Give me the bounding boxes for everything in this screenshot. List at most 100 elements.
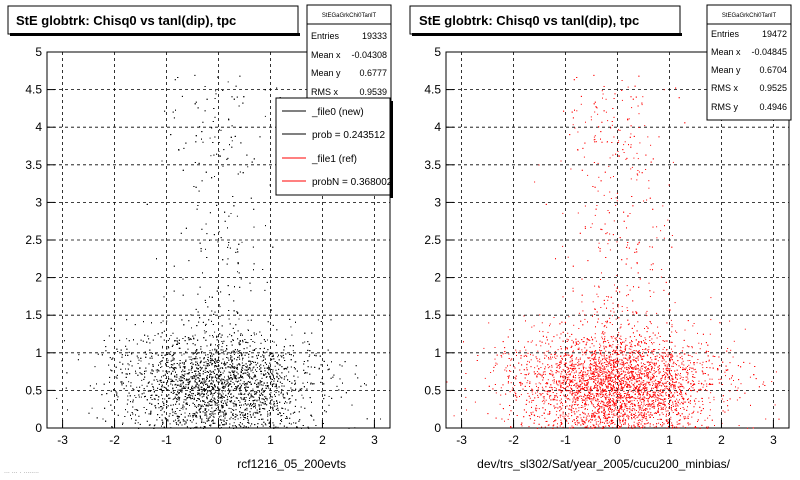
left-data-point: [220, 291, 222, 293]
left-data-point: [248, 394, 249, 396]
left-data-point: [233, 409, 235, 411]
left-data-point: [288, 371, 290, 373]
left-data-point: [263, 356, 265, 358]
left-data-point: [271, 373, 273, 375]
left-data-point: [204, 367, 206, 369]
left-data-point: [150, 412, 152, 414]
left-data-point: [294, 361, 296, 363]
left-data-point: [261, 360, 263, 362]
left-data-point: [214, 398, 216, 400]
left-data-point: [237, 349, 238, 351]
left-data-point: [266, 399, 268, 401]
left-data-point: [258, 396, 260, 398]
left-data-point: [247, 166, 249, 168]
left-data-point: [198, 384, 200, 386]
left-data-point: [182, 369, 184, 371]
left-data-point: [199, 379, 201, 381]
left-data-point: [164, 417, 166, 419]
left-data-point: [249, 368, 251, 370]
left-data-point: [264, 423, 266, 425]
left-data-point: [228, 318, 230, 320]
left-data-point: [226, 158, 228, 160]
left-data-point: [235, 367, 237, 369]
left-data-point: [176, 415, 178, 417]
left-data-point: [240, 353, 242, 355]
left-data-point: [129, 395, 131, 397]
left-data-point: [158, 383, 160, 385]
left-data-point: [211, 127, 213, 129]
left-data-point: [194, 103, 196, 105]
left-data-point: [127, 411, 129, 413]
left-data-point: [213, 154, 215, 156]
left-data-point: [209, 370, 211, 372]
left-data-point: [280, 392, 282, 394]
left-data-point: [205, 223, 207, 225]
left-data-point: [173, 265, 175, 267]
left-data-point: [209, 374, 211, 376]
left-data-point: [222, 385, 224, 387]
left-data-point: [277, 409, 279, 411]
left-data-point: [262, 391, 264, 393]
left-data-point: [321, 391, 323, 393]
left-data-point: [178, 384, 180, 386]
left-data-point: [211, 396, 213, 398]
left-data-point: [283, 385, 285, 387]
left-data-point: [196, 375, 198, 377]
left-data-point: [274, 378, 275, 380]
left-data-point: [253, 208, 255, 210]
left-data-point: [251, 161, 253, 163]
left-data-point: [236, 248, 238, 250]
left-data-point: [169, 423, 171, 425]
left-data-point: [195, 308, 197, 310]
left-data-point: [234, 377, 236, 379]
left-data-point: [263, 399, 265, 401]
left-data-point: [191, 421, 193, 423]
left-data-point: [320, 321, 322, 322]
left-data-point: [175, 379, 177, 381]
left-data-point: [253, 402, 255, 404]
left-data-point: [269, 388, 271, 390]
left-data-point: [230, 341, 232, 343]
left-data-point: [160, 363, 162, 365]
left-data-point: [285, 338, 287, 340]
left-data-point: [243, 381, 245, 383]
left-data-point: [136, 355, 138, 357]
left-data-point: [205, 367, 207, 369]
left-data-point: [301, 394, 303, 396]
left-data-point: [266, 385, 268, 387]
left-data-point: [269, 402, 271, 404]
left-data-point: [289, 318, 291, 320]
left-data-point: [208, 409, 210, 411]
left-data-point: [271, 372, 273, 374]
left-data-point: [197, 387, 199, 389]
left-data-point: [237, 356, 239, 358]
left-data-point: [182, 382, 184, 384]
left-data-point: [236, 371, 238, 373]
left-data-point: [205, 389, 207, 390]
left-data-point: [237, 271, 238, 273]
left-data-point: [162, 375, 164, 377]
left-data-point: [222, 372, 224, 374]
left-data-point: [203, 358, 205, 360]
left-data-point: [298, 420, 300, 422]
left-data-point: [205, 248, 206, 250]
left-data-point: [201, 389, 203, 391]
left-data-point: [206, 345, 208, 347]
left-data-point: [165, 334, 167, 336]
left-data-point: [186, 379, 188, 381]
left-data-point: [239, 383, 241, 385]
left-data-point: [140, 339, 142, 341]
left-data-point: [194, 427, 196, 429]
left-data-point: [232, 371, 234, 373]
left-data-point: [171, 355, 173, 357]
left-data-point: [249, 381, 251, 383]
left-data-point: [162, 421, 164, 423]
left-data-point: [276, 87, 278, 89]
left-data-point: [206, 98, 208, 100]
left-data-point: [259, 368, 261, 370]
left-data-point: [203, 427, 204, 429]
left-data-point: [211, 420, 213, 421]
left-data-point: [253, 158, 255, 160]
left-data-point: [202, 400, 204, 402]
left-data-point: [277, 356, 279, 358]
